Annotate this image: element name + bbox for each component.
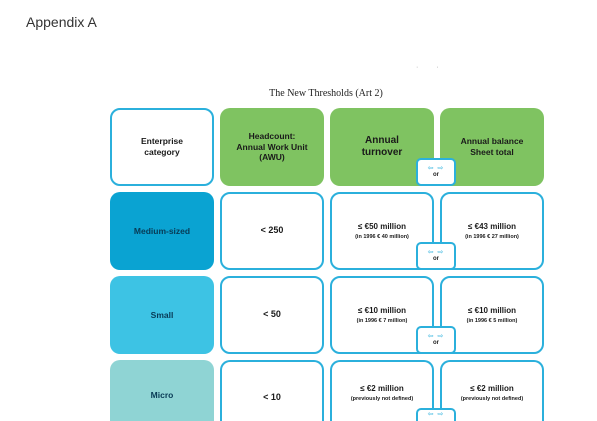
balance-value: ≤ €10 million [468, 305, 516, 315]
balance-small: ≤ €10 million (in 1996 € 5 million) [440, 276, 544, 354]
headcount-small: < 50 [220, 276, 324, 354]
balance-micro: ≤ €2 million (previously not defined) [440, 360, 544, 421]
turnover-note: (in 1996 € 7 million) [356, 317, 408, 324]
headcount-medium: < 250 [220, 192, 324, 270]
double-arrow-icon: ⇦ ⇨ [427, 332, 445, 340]
headcount-value: < 10 [263, 392, 281, 402]
balance-value: ≤ €2 million [470, 384, 514, 393]
turnover-note: (previously not defined) [350, 396, 414, 402]
header-balance-label: Annual balance Sheet total [460, 136, 524, 157]
header-headcount-label: Headcount: Annual Work Unit (AWU) [236, 131, 308, 163]
double-arrow-icon: ⇦ ⇨ [427, 164, 445, 172]
balance-medium: ≤ €43 million (in 1996 € 27 million) [440, 192, 544, 270]
or-label: or [433, 171, 439, 178]
category-small: Small [110, 276, 214, 354]
decorative-dots: · · [416, 64, 447, 71]
header-turnover-label: Annual turnover [361, 134, 403, 159]
category-label: Medium-sized [133, 225, 191, 236]
category-medium: Medium-sized [110, 192, 214, 270]
page-heading: Appendix A [26, 14, 97, 30]
category-label: Micro [150, 390, 174, 400]
balance-note: (in 1996 € 27 million) [465, 233, 519, 240]
or-label: or [433, 255, 439, 262]
balance-note: (previously not defined) [460, 396, 524, 402]
double-arrow-icon: ⇦ ⇨ [427, 248, 445, 256]
or-label: or [433, 339, 439, 346]
double-arrow-icon: ⇦ ⇨ [427, 411, 445, 418]
category-micro: Micro [110, 360, 214, 421]
or-badge-partial: ⇦ ⇨ [416, 408, 456, 421]
header-headcount: Headcount: Annual Work Unit (AWU) [220, 108, 324, 186]
balance-note: (in 1996 € 5 million) [466, 317, 518, 324]
header-category-label: Enterprise category [140, 136, 184, 157]
category-label: Small [150, 309, 174, 320]
or-badge: ⇦ ⇨ or [416, 242, 456, 270]
headcount-micro: < 10 [220, 360, 324, 421]
figure-title: The New Thresholds (Art 2) [269, 88, 383, 99]
header-balance: Annual balance Sheet total [440, 108, 544, 186]
turnover-value: ≤ €10 million [358, 305, 406, 315]
headcount-value: < 50 [263, 309, 281, 320]
or-badge: ⇦ ⇨ or [416, 158, 456, 186]
turnover-micro: ≤ €2 million (previously not defined) [330, 360, 434, 421]
headcount-value: < 250 [260, 225, 284, 236]
turnover-value: ≤ €50 million [358, 221, 406, 231]
or-badge: ⇦ ⇨ or [416, 326, 456, 354]
turnover-note: (in 1996 € 40 million) [355, 233, 409, 240]
header-enterprise-category: Enterprise category [110, 108, 214, 186]
turnover-value: ≤ €2 million [360, 384, 404, 393]
balance-value: ≤ €43 million [468, 221, 516, 231]
